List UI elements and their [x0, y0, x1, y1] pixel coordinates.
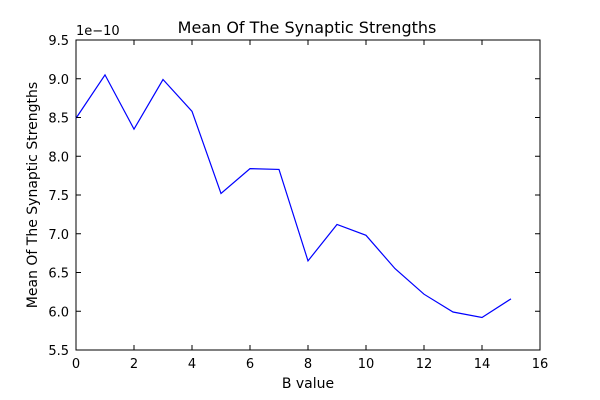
y-offset-label: 1e−10 — [76, 24, 120, 39]
chart-title: Mean Of The Synaptic Strengths — [178, 18, 437, 37]
x-tick-label: 16 — [532, 357, 549, 372]
y-tick-label: 5.5 — [48, 344, 69, 359]
x-tick-label: 0 — [72, 357, 80, 372]
plot-area — [75, 39, 541, 351]
x-tick-label: 2 — [130, 357, 138, 372]
series-layer — [75, 73, 512, 319]
y-tick-label: 8.5 — [48, 112, 69, 127]
x-tick-label: 6 — [246, 357, 254, 372]
x-tick-label: 14 — [474, 357, 491, 372]
plot-frame — [75, 39, 541, 351]
y-tick-label: 7.0 — [48, 228, 69, 243]
y-tick-label: 6.5 — [48, 267, 69, 282]
x-tick-label: 10 — [358, 357, 375, 372]
y-tick-label: 6.0 — [48, 305, 69, 320]
y-axis: 5.5 6.0 6.5 7.0 7.5 8.0 8.5 9.0 9.5 — [48, 34, 540, 359]
y-tick-label: 9.0 — [48, 73, 69, 88]
x-tick-label: 12 — [416, 357, 433, 372]
x-tick-label: 8 — [304, 357, 312, 372]
series-line — [75, 73, 512, 319]
y-tick-label: 8.0 — [48, 150, 69, 165]
x-axis-label: B value — [282, 376, 334, 392]
y-tick-label: 7.5 — [48, 189, 69, 204]
y-tick-label: 9.5 — [48, 34, 69, 49]
x-tick-label: 4 — [188, 357, 196, 372]
y-axis-label: Mean Of The Synaptic Strengths — [25, 82, 41, 308]
x-axis: 0 2 4 6 8 10 12 14 16 — [72, 40, 548, 372]
